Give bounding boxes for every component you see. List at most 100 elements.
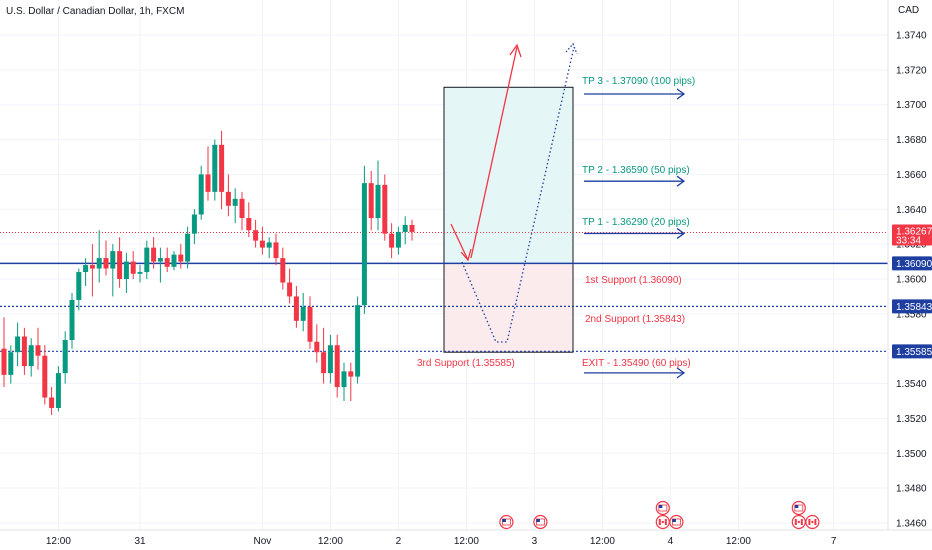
candle: [157, 247, 163, 283]
candle: [15, 322, 21, 367]
candle: [273, 233, 279, 266]
candle: [164, 247, 170, 273]
price-tick-label: 1.3580: [896, 309, 927, 320]
candle-body: [205, 174, 211, 192]
candle-body: [164, 258, 170, 267]
time-tick-label: 12:00: [590, 536, 615, 547]
currency-label: CAD: [898, 5, 919, 16]
support-price-value: 1.35585: [896, 347, 932, 358]
us-flag-icon: [533, 514, 548, 530]
support2-label: 2nd Support (1.35843): [585, 314, 685, 325]
price-tick-label: 1.3480: [896, 484, 927, 495]
candle-body: [293, 296, 299, 321]
candle: [21, 327, 27, 375]
canada-flag-icon: [805, 514, 820, 530]
candle: [35, 327, 41, 370]
price-tick-label: 1.3640: [896, 205, 927, 216]
candle-body: [382, 184, 388, 234]
flag-leaf: [661, 520, 664, 524]
candle-body: [307, 306, 313, 342]
time-axis[interactable]: 12:00 31 Nov 12:00 2 12:00 3 12:00 4 12:00 7: [46, 536, 837, 547]
candle: [55, 366, 61, 412]
candle-body: [76, 272, 82, 300]
price-tick-label: 1.3660: [896, 170, 927, 181]
candle-body: [151, 247, 157, 262]
candlesticks: [1, 130, 415, 415]
flag-canton: [794, 505, 799, 508]
candle: [266, 237, 272, 259]
candle: [42, 345, 48, 405]
candle: [123, 252, 129, 293]
candle: [307, 296, 313, 349]
candle: [185, 226, 191, 269]
candle-body: [89, 265, 95, 269]
exit-label: EXIT - 1.35490 (60 pips): [582, 358, 691, 369]
time-tick-label: 3: [532, 536, 538, 547]
candle: [361, 165, 367, 314]
candle: [409, 219, 415, 241]
support-price-value: 1.35843: [896, 302, 932, 313]
candle-body: [348, 371, 354, 377]
canada-flag-icon: [791, 514, 806, 530]
candle: [334, 334, 340, 398]
candle-body: [157, 258, 163, 262]
candle-body: [266, 242, 272, 248]
candle-body: [198, 174, 204, 215]
candle: [151, 237, 157, 269]
price-tick-label: 1.3520: [896, 414, 927, 425]
candle: [205, 146, 211, 201]
candle-body: [49, 397, 55, 408]
candle-body: [246, 218, 252, 231]
pullback-arrow: [450, 223, 469, 261]
flag-canton: [502, 519, 506, 522]
candle-body: [402, 224, 408, 232]
candle: [239, 191, 245, 231]
candle-body: [178, 254, 184, 262]
price-tick-label: 1.3740: [896, 31, 927, 42]
candle-body: [117, 251, 123, 279]
candle-body: [219, 144, 225, 192]
flag-canton: [536, 519, 540, 522]
drawings: [450, 42, 686, 379]
candle: [212, 139, 218, 201]
candle-body: [123, 261, 129, 279]
flag-left: [658, 519, 661, 525]
candle-body: [28, 345, 34, 367]
position-box: [443, 86, 574, 353]
candle: [327, 334, 333, 384]
tp3-label: TP 3 - 1.37090 (100 pips): [582, 76, 695, 87]
canada-flag-icon: [655, 514, 670, 530]
candle-body: [171, 254, 177, 267]
candle: [287, 268, 293, 304]
tp1-label: TP 1 - 1.36290 (20 pips): [582, 217, 690, 228]
time-tick-label: 31: [134, 536, 146, 547]
candle: [395, 226, 401, 255]
alt-scenario-arrow-head: [565, 42, 578, 55]
flag-left: [794, 519, 797, 525]
candle: [110, 244, 116, 297]
candle: [83, 258, 89, 286]
candle-body: [21, 336, 27, 367]
candle: [96, 230, 102, 283]
price-tick-label: 1.3500: [896, 449, 927, 460]
time-tick-label: Nov: [254, 536, 272, 547]
candle-body: [259, 240, 265, 248]
last-price-countdown: 33:34: [896, 235, 921, 246]
price-tick-label: 1.3460: [896, 519, 927, 530]
flag-right: [800, 519, 803, 525]
flag-leaf: [797, 520, 800, 524]
candle: [137, 265, 143, 283]
tp3-arrow-head: [676, 88, 686, 100]
candle-body: [103, 258, 109, 269]
candle-body: [321, 352, 327, 374]
candle-body: [287, 282, 293, 297]
candle: [280, 247, 286, 290]
candle: [89, 244, 95, 297]
candle: [232, 188, 238, 224]
candle-body: [300, 306, 306, 321]
alt-scenario-path: [461, 46, 575, 343]
candle-body: [55, 373, 61, 408]
candle: [402, 216, 408, 245]
